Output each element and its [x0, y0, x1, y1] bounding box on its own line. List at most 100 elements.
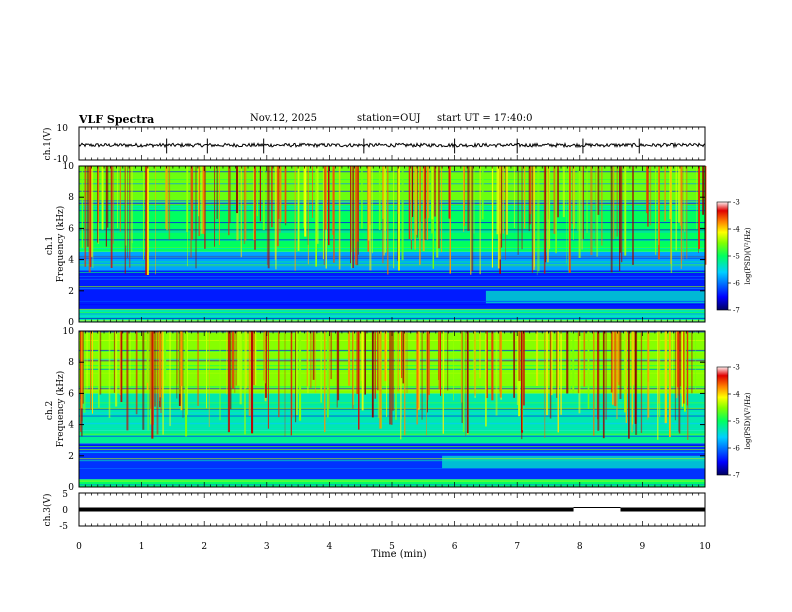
spectrogram-streak: [81, 166, 83, 249]
spectrogram-streak: [619, 166, 621, 253]
spectrogram-streak: [669, 331, 671, 438]
spectrogram-streak: [691, 331, 693, 394]
spectrogram-streak: [597, 166, 600, 215]
spectrogram-streak: [460, 331, 463, 403]
spectrogram-tone: [79, 271, 705, 273]
spectrogram-tone: [79, 304, 705, 306]
spectrogram-band: [79, 166, 705, 205]
ch2-channel-label: ch.2: [45, 401, 55, 420]
spectrogram-streak: [356, 331, 358, 395]
spectrogram-streak: [348, 331, 351, 386]
spectrogram-tone: [79, 255, 705, 257]
spectrogram-streak: [151, 331, 154, 439]
spectrogram-streak: [284, 331, 286, 437]
spectrogram-streak: [127, 166, 128, 258]
spectrogram-streak: [92, 166, 94, 269]
time-tick-label: 2: [201, 542, 207, 552]
spectrogram-streak: [447, 331, 449, 391]
spectrogram-streak: [634, 331, 637, 424]
ch2-ylabel: ch.2 Frequency (kHz): [45, 371, 66, 448]
ch2-colorbar-ticks: -7 -6 -5 -4 -3: [728, 364, 740, 480]
spectrogram-streak: [616, 166, 618, 237]
spectrogram-streak: [463, 166, 465, 232]
spectrogram-streak: [431, 166, 433, 234]
spectrogram-streak: [158, 331, 160, 402]
spectrogram-streak: [364, 331, 366, 395]
spectrogram-streak: [695, 331, 696, 392]
spectrogram-streak: [465, 331, 467, 437]
spectrogram-tone: [79, 308, 705, 310]
spectrogram-streak: [397, 166, 399, 214]
spectrogram-streak: [131, 166, 133, 244]
spectrogram-streak: [426, 331, 427, 436]
spectrogram-streak: [518, 331, 521, 381]
spectrogram-streak: [214, 166, 215, 247]
spectrogram-streak: [513, 166, 515, 229]
spectrogram-streak: [316, 166, 319, 244]
spectrogram-streak: [566, 331, 569, 394]
ch2-colorbar-label: log(PSD)(V²/Hz): [744, 392, 752, 449]
spectrogram-streak: [124, 166, 126, 274]
spectrogram-streak: [239, 331, 242, 405]
spectrogram-tone: [79, 300, 705, 302]
spectrogram-streak: [522, 331, 525, 406]
spectrogram-streak: [384, 331, 387, 382]
spectrogram-streak: [619, 331, 622, 400]
spectrogram-tone: [79, 257, 705, 259]
spectrogram-streak: [613, 166, 615, 240]
spectrogram-tone: [79, 468, 705, 470]
spectrogram-streak: [155, 166, 156, 275]
colorbar-tick-label: -3: [733, 199, 740, 207]
spectrogram-streak: [108, 331, 111, 418]
spectrogram-tone: [79, 171, 705, 173]
spectrogram-streak: [687, 331, 689, 440]
spectrogram-streak: [605, 331, 607, 420]
ch2-spectrogram-image: [79, 331, 706, 487]
spectrogram-streak: [91, 166, 93, 257]
spectrogram-streak: [234, 331, 236, 393]
spectrogram-streak: [162, 331, 163, 399]
spectrogram-streak: [156, 331, 159, 435]
spectrogram-streak: [337, 331, 340, 401]
spectrogram-streak: [573, 166, 576, 229]
spectrogram-tone: [79, 247, 705, 249]
spectrogram-streak: [185, 331, 188, 437]
spectrogram-streak: [683, 331, 685, 404]
spectrogram-streak: [412, 166, 414, 218]
spectrogram-streak: [265, 331, 266, 384]
spectrogram-tone: [79, 264, 705, 266]
spectrogram-streak: [505, 166, 506, 260]
spectrogram-streak: [129, 166, 131, 268]
spectrogram-streak: [86, 166, 89, 247]
spectrogram-tone: [79, 261, 705, 263]
spectrogram-streak: [327, 331, 330, 409]
spectrogram-streak: [674, 331, 676, 421]
spectrogram-streak: [228, 166, 230, 236]
spectrogram-streak: [595, 331, 597, 409]
spectrogram-streak: [294, 166, 296, 271]
spectrogram-streak: [328, 166, 330, 246]
spectrogram-streak: [467, 166, 470, 231]
spectrogram-streak: [427, 166, 430, 219]
spectrogram-streak: [521, 166, 523, 250]
spectrogram-streak: [424, 166, 427, 240]
ch1-ylabel: ch.1(V): [42, 128, 53, 161]
spectrogram-streak: [82, 331, 84, 404]
spectrogram-streak: [428, 331, 430, 396]
spectrogram-streak: [338, 166, 341, 270]
spectrogram-streak: [659, 331, 661, 417]
colorbar-tick-label: -6: [733, 280, 740, 288]
spectrogram-streak: [198, 166, 200, 217]
spectrogram-streak: [333, 166, 335, 263]
spectrogram-streak: [528, 166, 530, 232]
spectrogram-streak: [419, 166, 421, 266]
spectrogram-tone: [79, 208, 705, 210]
spectrogram-streak: [436, 166, 439, 258]
spectrogram-streak: [368, 166, 370, 241]
spectrogram-streak: [165, 166, 167, 229]
spectrogram-streak: [236, 166, 238, 214]
spectrogram-streak: [99, 331, 102, 395]
spectrogram-streak: [485, 331, 487, 427]
spectrogram-streak: [143, 166, 144, 260]
spectrogram-streak: [441, 166, 443, 253]
